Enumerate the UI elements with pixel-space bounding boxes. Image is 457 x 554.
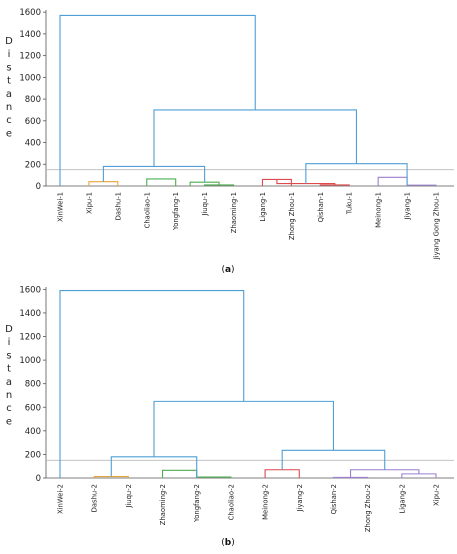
y-tick-label: 0 [36, 474, 41, 484]
leaf-label: Jiyang-2 [296, 484, 304, 512]
leaf-label: Ligang-2 [398, 484, 406, 514]
leaf-label: Jiyang-1 [404, 192, 412, 220]
y-axis-label-letter: s [6, 350, 11, 361]
dendrogram-links [59, 14, 437, 186]
y-axis-label-letter: n [6, 390, 12, 401]
leaf-label: Dashu-2 [91, 484, 99, 512]
y-tick-label: 1200 [19, 333, 41, 343]
dendrogram-link [153, 400, 335, 457]
y-tick-label: 400 [25, 427, 41, 437]
caption-a-open: ( [221, 265, 225, 275]
leaf-label: XinWei-1 [57, 192, 65, 222]
caption-b-letter: b [225, 538, 232, 548]
y-axis-label-letter: i [8, 337, 11, 348]
y-tick-label: 400 [25, 139, 41, 149]
caption-a-close: ) [231, 265, 235, 275]
y-tick-label: 800 [25, 95, 41, 105]
y-tick-label: 1400 [19, 30, 41, 40]
dendrogram-link [204, 184, 235, 186]
dendrogram-link [264, 469, 300, 478]
y-axis-label-letter: s [6, 62, 11, 73]
y-tick-label: 1200 [19, 52, 41, 62]
leaf-label: Zhong Zhou-2 [364, 484, 372, 532]
y-tick-label: 1000 [19, 356, 41, 366]
caption-b-close: ) [231, 538, 235, 548]
dendrogram-link [59, 14, 256, 186]
leaf-label: Zhaoming-1 [230, 192, 238, 233]
dendrogram-links [59, 289, 437, 478]
leaf-labels: XinWei-1 Xipu-1 Dashu-1 Chaoliao-1 Yongfang-… [57, 192, 441, 260]
leaf-label: Qishan-1 [317, 192, 325, 222]
dendrogram-link [161, 469, 198, 478]
y-tick-label: 1600 [19, 8, 41, 18]
dendrogram-link [88, 181, 119, 186]
y-axis-label-letter: e [6, 416, 12, 427]
leaf-label: XinWei-2 [57, 484, 65, 514]
dendrogram-link [102, 165, 206, 183]
leaf-label: Jiyang Gong Zhou-1 [433, 192, 441, 260]
y-tick-label: 200 [25, 450, 41, 460]
leaf-label: Xipu-1 [85, 192, 93, 214]
y-tick-label: 600 [25, 117, 41, 127]
leaf-label: Yongfang-1 [172, 192, 180, 231]
caption-b: (b) [221, 538, 234, 548]
y-tick-label: 1600 [19, 285, 41, 295]
caption-a-letter: a [225, 265, 231, 275]
dendrogram-link [153, 109, 358, 167]
y-ticks: 0 200 400 600 800 1000 1200 1400 1600 [19, 8, 46, 192]
dendrogram-link [349, 469, 420, 478]
y-axis-label-letter: D [5, 324, 13, 335]
dendrogram-link [189, 181, 220, 186]
y-axis-label-letter: i [8, 49, 11, 60]
y-axis-label-letter: t [7, 364, 11, 375]
leaf-label: Chaoliao-1 [143, 192, 151, 228]
leaf-labels: XinWei-2 Dashu-2 Jiuqu-2 Zhaoming-2 Yongfang… [57, 484, 441, 532]
leaf-label: Ligang-1 [259, 192, 267, 222]
dendrogram-link [261, 178, 292, 186]
y-axis-label-letter: D [5, 36, 13, 47]
y-tick-label: 600 [25, 403, 41, 413]
dendrogram-link [146, 178, 177, 186]
dendrogram-link [59, 289, 245, 478]
leaf-label: Meinong-2 [262, 484, 270, 520]
dendrogram-link [110, 456, 198, 478]
leaf-label: Jiuqu-2 [125, 484, 133, 509]
caption-a: (a) [221, 265, 234, 275]
leaf-label: Zhong Zhou-1 [288, 192, 296, 240]
leaf-label: Zhaoming-2 [159, 484, 167, 525]
y-axis-label-letter: e [6, 128, 12, 139]
y-ticks: 0 200 400 600 800 1000 1200 1400 1600 [19, 285, 46, 484]
y-tick-label: 1400 [19, 309, 41, 319]
dendrogram-link [319, 184, 350, 186]
y-axis-label-letter: t [7, 76, 11, 87]
leaf-label: Tuku-1 [346, 192, 354, 215]
leaf-label: Meinong-1 [375, 192, 383, 228]
y-axis-label-letter: c [6, 115, 12, 126]
y-tick-label: 200 [25, 160, 41, 170]
y-tick-label: 800 [25, 380, 41, 390]
leaf-label: Chaoliao-2 [227, 484, 235, 520]
leaf-label: Qishan-2 [330, 484, 338, 514]
dendrogram-link [305, 163, 408, 186]
y-axis-label-letter: a [6, 377, 12, 388]
leaf-label: Jiuqu-1 [201, 192, 209, 217]
dendrogram-link [276, 179, 336, 185]
leaf-label: Yongfang-2 [193, 484, 201, 523]
y-axis-label-letter: n [6, 102, 12, 113]
leaf-label: Xipu-2 [433, 484, 441, 506]
y-axis-label-letter: a [6, 89, 12, 100]
leaf-label: Dashu-1 [114, 192, 122, 220]
dendrogram-link [377, 176, 408, 186]
y-tick-label: 0 [36, 182, 41, 192]
dendrogram-link [401, 473, 437, 478]
y-tick-label: 1000 [19, 73, 41, 83]
dendrogram-link [332, 476, 369, 478]
y-axis-label-letter: c [6, 403, 12, 414]
caption-b-open: ( [221, 538, 225, 548]
